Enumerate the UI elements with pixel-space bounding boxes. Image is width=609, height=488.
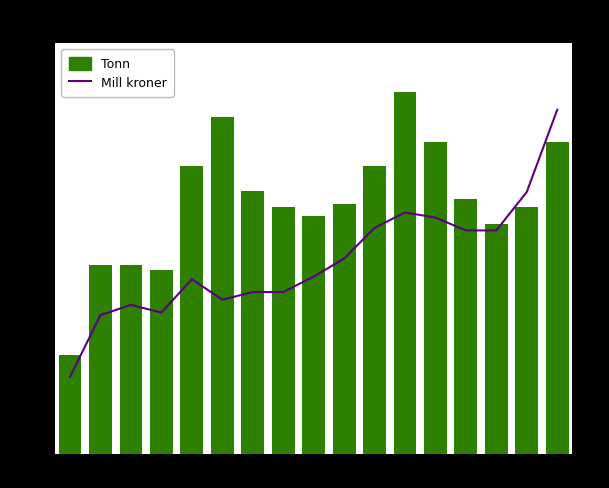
Bar: [241, 191, 264, 454]
Bar: [302, 216, 325, 454]
Bar: [58, 355, 82, 454]
Bar: [393, 93, 417, 454]
Bar: [150, 270, 173, 454]
Bar: [211, 118, 234, 454]
Bar: [515, 208, 538, 454]
Bar: [454, 200, 477, 454]
Bar: [333, 204, 356, 454]
Bar: [119, 265, 143, 454]
Legend: Tonn, Mill kroner: Tonn, Mill kroner: [61, 50, 174, 97]
Bar: [89, 265, 112, 454]
Bar: [272, 208, 295, 454]
Bar: [363, 167, 386, 454]
Bar: [424, 142, 447, 454]
Bar: [546, 142, 569, 454]
Bar: [180, 167, 203, 454]
Bar: [485, 224, 508, 454]
